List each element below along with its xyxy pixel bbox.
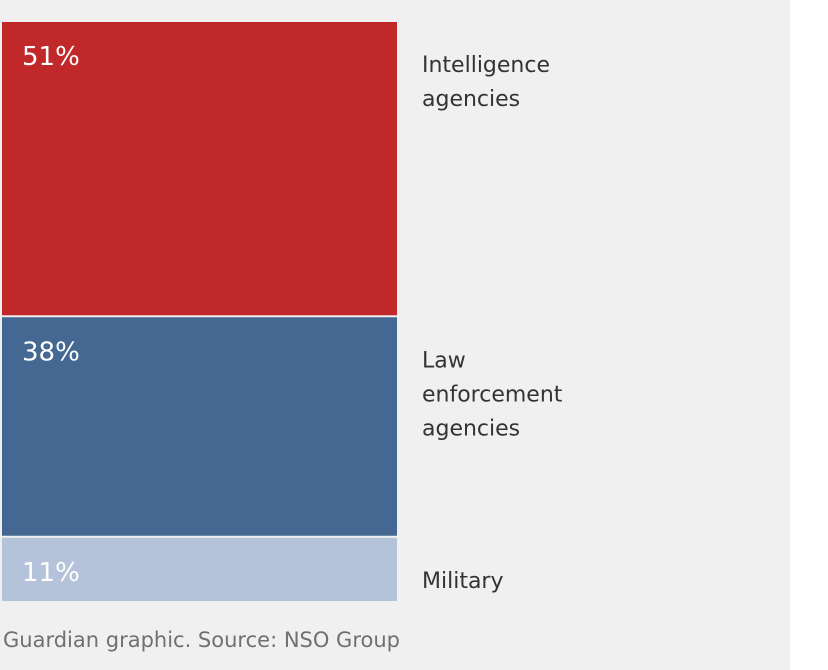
segment-military (2, 537, 397, 601)
stacked-bar-chart: 51% Intelligence agencies 38% Law enforcement… (2, 22, 563, 601)
category-label-law-enforcement-agencies: agencies (422, 416, 520, 441)
category-label-military: Military (422, 569, 504, 594)
category-label-intelligence-agencies: Intelligence (422, 53, 550, 78)
category-label-law-enforcement-agencies: Law (422, 348, 466, 373)
source-note: Guardian graphic. Source: NSO Group (3, 628, 400, 652)
segment-intelligence-agencies (2, 22, 397, 316)
value-label-military: 11% (22, 558, 80, 588)
category-label-intelligence-agencies: agencies (422, 87, 520, 112)
segment-law-enforcement-agencies (2, 317, 397, 536)
value-label-intelligence-agencies: 51% (22, 42, 80, 72)
category-label-law-enforcement-agencies: enforcement (422, 382, 563, 407)
value-label-law-enforcement-agencies: 38% (22, 337, 80, 367)
